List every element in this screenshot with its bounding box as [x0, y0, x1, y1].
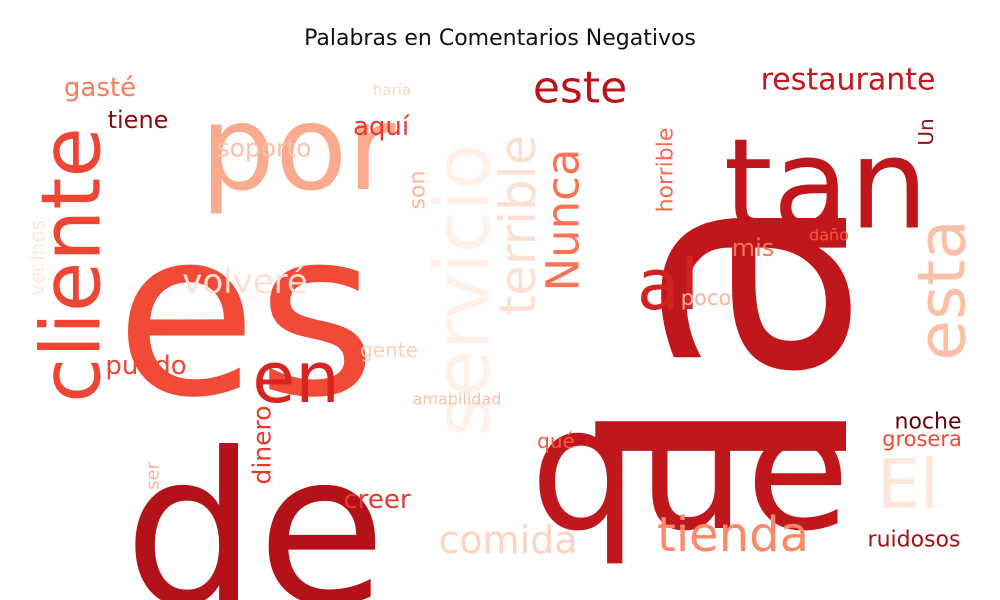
word-esta: esta [904, 219, 981, 360]
word-grosera: grosera [882, 427, 962, 451]
chart-title: Palabras en Comentarios Negativos [304, 26, 696, 51]
word-terrible: terrible [489, 135, 547, 316]
word-al: al [637, 244, 699, 326]
word-nunca: Nunca [537, 148, 590, 291]
word-un: Un [914, 118, 938, 145]
word-vecinos: vecinos [25, 220, 49, 296]
word-que: qué [537, 429, 575, 453]
word-gaste: gasté [64, 73, 136, 103]
word-son: son [406, 171, 431, 210]
word-tan: tan [724, 113, 929, 258]
word-que: que [530, 371, 850, 569]
word-la: la [540, 188, 924, 482]
word-el: El [877, 446, 939, 525]
word-gente: gente [360, 338, 418, 362]
word-tienda: tienda [657, 507, 809, 563]
word-poco: poco [681, 286, 732, 310]
word-es: es [115, 182, 376, 449]
word-amabilidad: amabilidad [413, 390, 502, 409]
word-soporto: soporto [217, 134, 312, 163]
word-ruidosos: ruidosos [868, 528, 961, 553]
word-tiene: tiene [108, 106, 169, 134]
word-en: en [252, 337, 339, 419]
word-servicio: servicio [418, 143, 507, 436]
word-puedo: puedo [105, 351, 186, 381]
word-de: de [124, 408, 387, 600]
word-creer: creer [343, 485, 410, 515]
word-por: por [200, 79, 396, 217]
word-mis: mis [732, 234, 775, 262]
word-dinero: dinero [248, 405, 277, 484]
word-haria: haría [373, 81, 411, 99]
word-restaurante: restaurante [761, 63, 936, 98]
word-horrible: horrible [654, 128, 679, 213]
word-ser: ser [143, 461, 164, 489]
word-dano: daño [809, 226, 849, 245]
word-aqui: aquí [353, 112, 410, 142]
word-volvere: volveré [182, 262, 308, 302]
word-este: este [533, 63, 627, 114]
word-cliente: cliente [25, 127, 120, 403]
word-comida: comida [438, 518, 577, 562]
word-noche: noche [895, 410, 962, 435]
